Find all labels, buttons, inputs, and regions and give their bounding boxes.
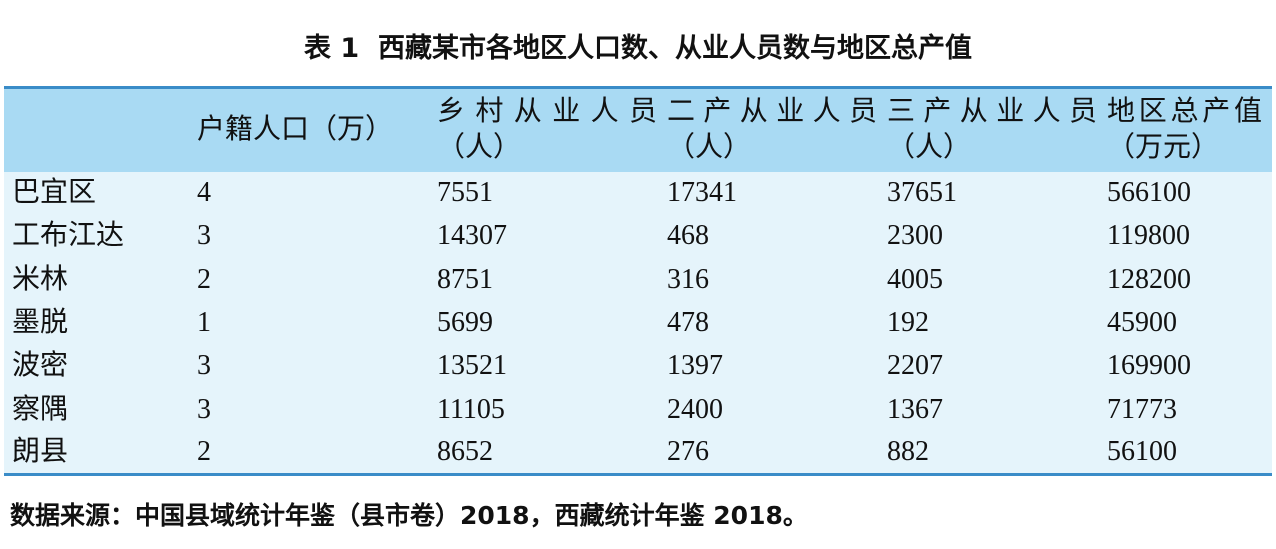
table-cell: 3: [197, 350, 211, 382]
row-label: 米林: [12, 263, 69, 295]
header-cell: 三产从业人员（人）: [887, 96, 1097, 164]
table-cell: 17341: [667, 177, 737, 209]
row-label: 波密: [12, 350, 69, 382]
header-cell: 二产从业人员（人）: [667, 96, 877, 164]
row-label: 巴宜区: [12, 177, 97, 209]
table-cell: 2207: [887, 350, 943, 382]
table-cell: 8652: [437, 436, 493, 468]
table-row: 工布江达 3 14307 468 2300 119800: [4, 214, 1272, 259]
table-cell: 1367: [887, 393, 943, 425]
table-cell: 4: [197, 177, 211, 209]
row-label: 墨脱: [12, 307, 69, 339]
table-cell: 3: [197, 393, 211, 425]
table-title: 表 1 西藏某市各地区人口数、从业人员数与地区总产值: [304, 33, 972, 64]
table-cell: 2: [197, 263, 211, 295]
table-cell: 45900: [1107, 307, 1177, 339]
table-cell: 4005: [887, 263, 943, 295]
table-row: 米林 2 8751 316 4005 128200: [4, 258, 1272, 302]
source-note: 数据来源：中国县域统计年鉴（县市卷）2018，西藏统计年鉴 2018。: [10, 501, 808, 530]
table-row: 巴宜区 4 7551 17341 37651 566100: [4, 171, 1272, 215]
table-cell: 37651: [887, 177, 957, 209]
table-cell: 192: [887, 307, 929, 339]
table-cell: 276: [667, 436, 709, 468]
header-cell: [4, 88, 197, 172]
table-cell: 169900: [1107, 350, 1191, 382]
table-row: 墨脱 1 5699 478 192 45900: [4, 301, 1272, 345]
table-cell: 882: [887, 436, 929, 468]
table-row: 朗县 2 8652 276 882 56100: [4, 431, 1272, 475]
table-cell: 2400: [667, 393, 723, 425]
table-cell: 14307: [437, 220, 507, 252]
table-cell: 56100: [1107, 436, 1177, 468]
table-cell: 13521: [437, 350, 507, 382]
table-cell: 7551: [437, 177, 493, 209]
table-cell: 1397: [667, 350, 723, 382]
header-cell: 乡村从业人员（人）: [437, 96, 657, 164]
table-cell: 468: [667, 220, 709, 252]
table-body: 巴宜区 4 7551 17341 37651 566100 工布江达 3 14307 468 230…: [4, 171, 1272, 475]
row-label: 工布江达: [12, 220, 125, 252]
table-row: 波密 3 13521 1397 2207 169900: [4, 344, 1272, 388]
table-cell: 566100: [1107, 177, 1191, 209]
table-header: 户籍人口（万） 乡村从业人员（人） 二产从业人员（人） 三产从业人员（人） 地区总产值（…: [4, 87, 1272, 172]
row-label: 察隅: [12, 393, 69, 425]
table-cell: 71773: [1107, 393, 1177, 425]
data-table: 户籍人口（万） 乡村从业人员（人） 二产从业人员（人） 三产从业人员（人） 地区总产值（…: [4, 86, 1272, 477]
table-cell: 8751: [437, 263, 493, 295]
table-cell: 316: [667, 263, 709, 295]
table-cell: 478: [667, 307, 709, 339]
header-cell: 户籍人口（万）: [197, 114, 394, 146]
table-cell: 2300: [887, 220, 943, 252]
table-cell: 5699: [437, 307, 493, 339]
header-cell: 地区总产值（万元）: [1107, 96, 1262, 164]
table-cell: 11105: [437, 393, 505, 425]
table-cell: 119800: [1107, 220, 1190, 252]
table-cell: 1: [197, 307, 211, 339]
header-row: 户籍人口（万） 乡村从业人员（人） 二产从业人员（人） 三产从业人员（人） 地区总产值（…: [4, 87, 1272, 172]
table-cell: 2: [197, 436, 211, 468]
table-row: 察隅 3 11105 2400 1367 71773: [4, 387, 1272, 432]
row-label: 朗县: [12, 436, 69, 468]
table-cell: 128200: [1107, 263, 1191, 295]
table-cell: 3: [197, 220, 211, 252]
